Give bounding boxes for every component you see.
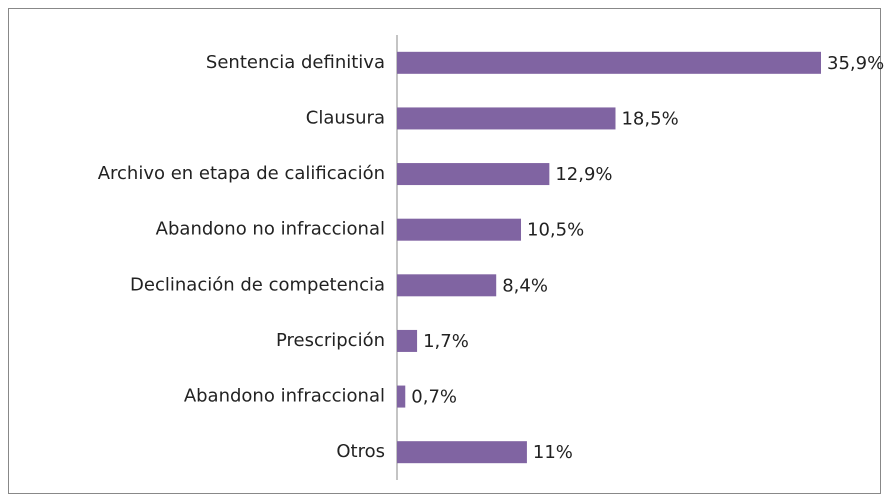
category-label: Clausura [306, 107, 385, 128]
value-label: 12,9% [555, 164, 612, 185]
bar [397, 163, 550, 186]
bar [397, 329, 418, 352]
category-label: Archivo en etapa de calificación [98, 163, 385, 184]
category-label: Abandono no infraccional [156, 219, 385, 240]
value-label: 10,5% [527, 220, 584, 241]
category-label: Declinación de competencia [130, 274, 385, 295]
value-label: 1,7% [423, 331, 469, 352]
bar [397, 51, 821, 74]
bar [397, 441, 527, 464]
bar [397, 218, 522, 241]
value-label: 35,9% [827, 53, 884, 74]
value-label: 11% [533, 442, 573, 463]
value-label: 0,7% [411, 387, 457, 408]
category-label: Prescripción [276, 330, 385, 351]
value-label: 8,4% [502, 275, 548, 296]
bar [397, 274, 497, 297]
bar [397, 107, 616, 130]
chart-frame [8, 8, 881, 494]
category-label: Abandono infraccional [184, 386, 385, 407]
bar [397, 385, 406, 408]
category-label: Otros [336, 441, 385, 462]
category-label: Sentencia definitiva [206, 52, 385, 73]
value-label: 18,5% [621, 108, 678, 129]
